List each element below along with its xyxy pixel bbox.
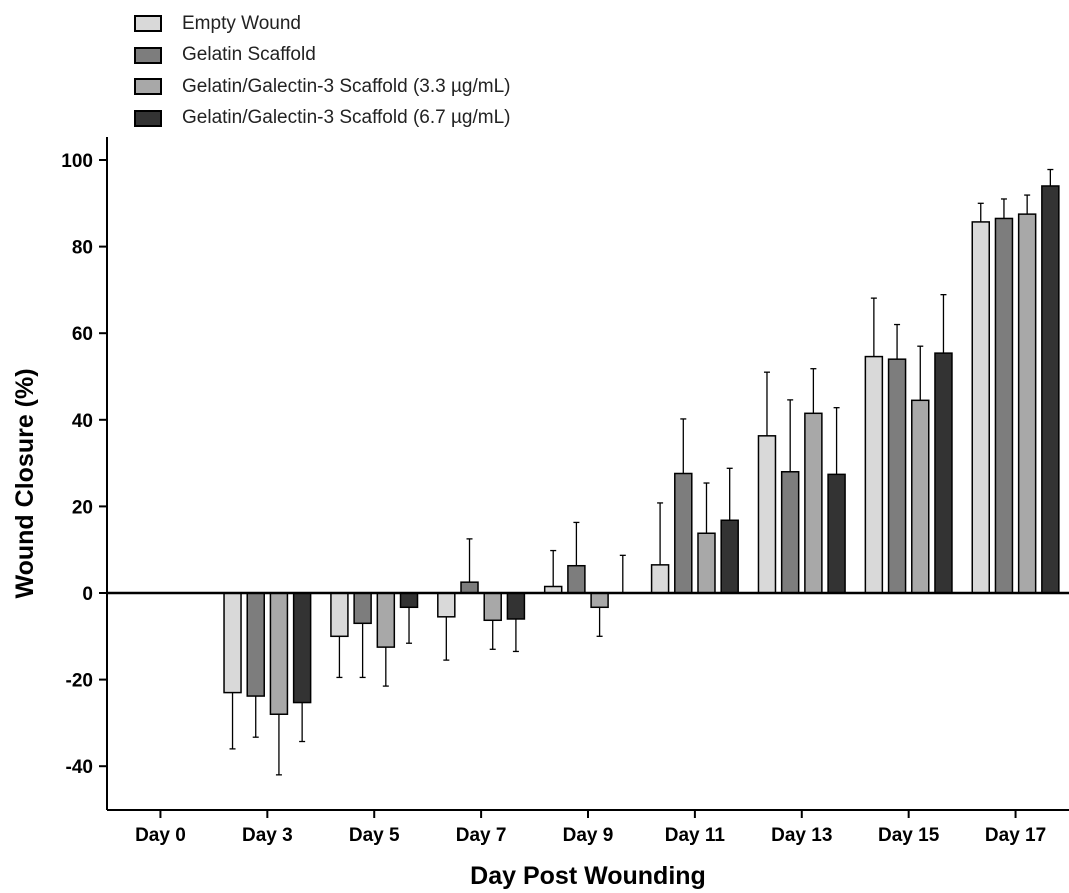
- bar: [399, 592, 419, 609]
- bar: [353, 592, 372, 625]
- legend: Empty Wound Gelatin Scaffold Gelatin/Galec…: [134, 8, 510, 134]
- bar: [376, 592, 396, 648]
- x-tick-label: Day 3: [242, 825, 293, 846]
- bar: [506, 592, 526, 620]
- bar: [864, 355, 884, 594]
- y-axis-title: Wound Closure (%): [11, 368, 39, 598]
- bar: [460, 581, 479, 594]
- bar: [269, 592, 289, 715]
- legend-label: Gelatin Scaffold: [182, 44, 316, 66]
- bar: [887, 358, 907, 594]
- x-tick-label: Day 17: [985, 825, 1046, 846]
- legend-label: Gelatin/Galectin-3 Scaffold (6.7 µg/mL): [182, 107, 511, 129]
- x-tick-label: Day 0: [135, 825, 186, 846]
- bar: [330, 592, 349, 638]
- x-axis-title: Day Post Wounding: [470, 862, 706, 890]
- bar: [697, 532, 716, 594]
- bar: [567, 564, 586, 594]
- bar: [720, 519, 739, 594]
- legend-label: Gelatin/Galectin-3 Scaffold (3.3 µg/mL): [182, 75, 511, 97]
- y-tick-label: 0: [82, 584, 93, 605]
- legend-item: Gelatin/Galectin-3 Scaffold (3.3 µg/mL): [134, 71, 510, 103]
- legend-item: Empty Wound: [134, 8, 510, 40]
- bar: [934, 352, 953, 594]
- x-tick-label: Day 11: [665, 825, 726, 846]
- legend-swatch: [134, 78, 162, 96]
- x-tick-label: Day 15: [878, 825, 940, 846]
- y-tick-label: 100: [61, 151, 93, 172]
- y-tick-label: -20: [66, 671, 93, 692]
- legend-swatch: [134, 15, 162, 33]
- bar: [590, 592, 609, 609]
- y-tick-label: 40: [72, 411, 93, 432]
- x-tick-label: Day 13: [771, 825, 832, 846]
- bar: [780, 471, 800, 594]
- bar: [994, 217, 1014, 594]
- bar: [827, 473, 846, 594]
- legend-swatch: [134, 46, 162, 64]
- y-tick-label: 60: [72, 324, 93, 345]
- bar: [971, 221, 991, 594]
- legend-label: Empty Wound: [182, 12, 301, 34]
- x-tick-label: Day 7: [456, 825, 507, 846]
- bar: [757, 435, 777, 594]
- bar: [292, 592, 312, 704]
- x-tick-label: Day 9: [563, 825, 614, 846]
- legend-item: Gelatin Scaffold: [134, 40, 510, 72]
- y-tick-label: 80: [72, 238, 93, 259]
- bar: [1041, 185, 1060, 594]
- x-tick-label: Day 5: [349, 825, 400, 846]
- bar: [223, 592, 242, 694]
- bar: [650, 564, 670, 594]
- y-tick-label: 20: [72, 497, 93, 518]
- bar: [246, 592, 265, 697]
- y-tick-label: -40: [66, 757, 93, 778]
- legend-item: Gelatin/Galectin-3 Scaffold (6.7 µg/mL): [134, 103, 510, 135]
- bar: [911, 399, 930, 594]
- bar: [1017, 213, 1037, 594]
- legend-swatch: [134, 109, 162, 127]
- bar: [483, 592, 502, 622]
- bar: [674, 472, 693, 594]
- bar: [804, 412, 823, 594]
- bar: [437, 592, 456, 618]
